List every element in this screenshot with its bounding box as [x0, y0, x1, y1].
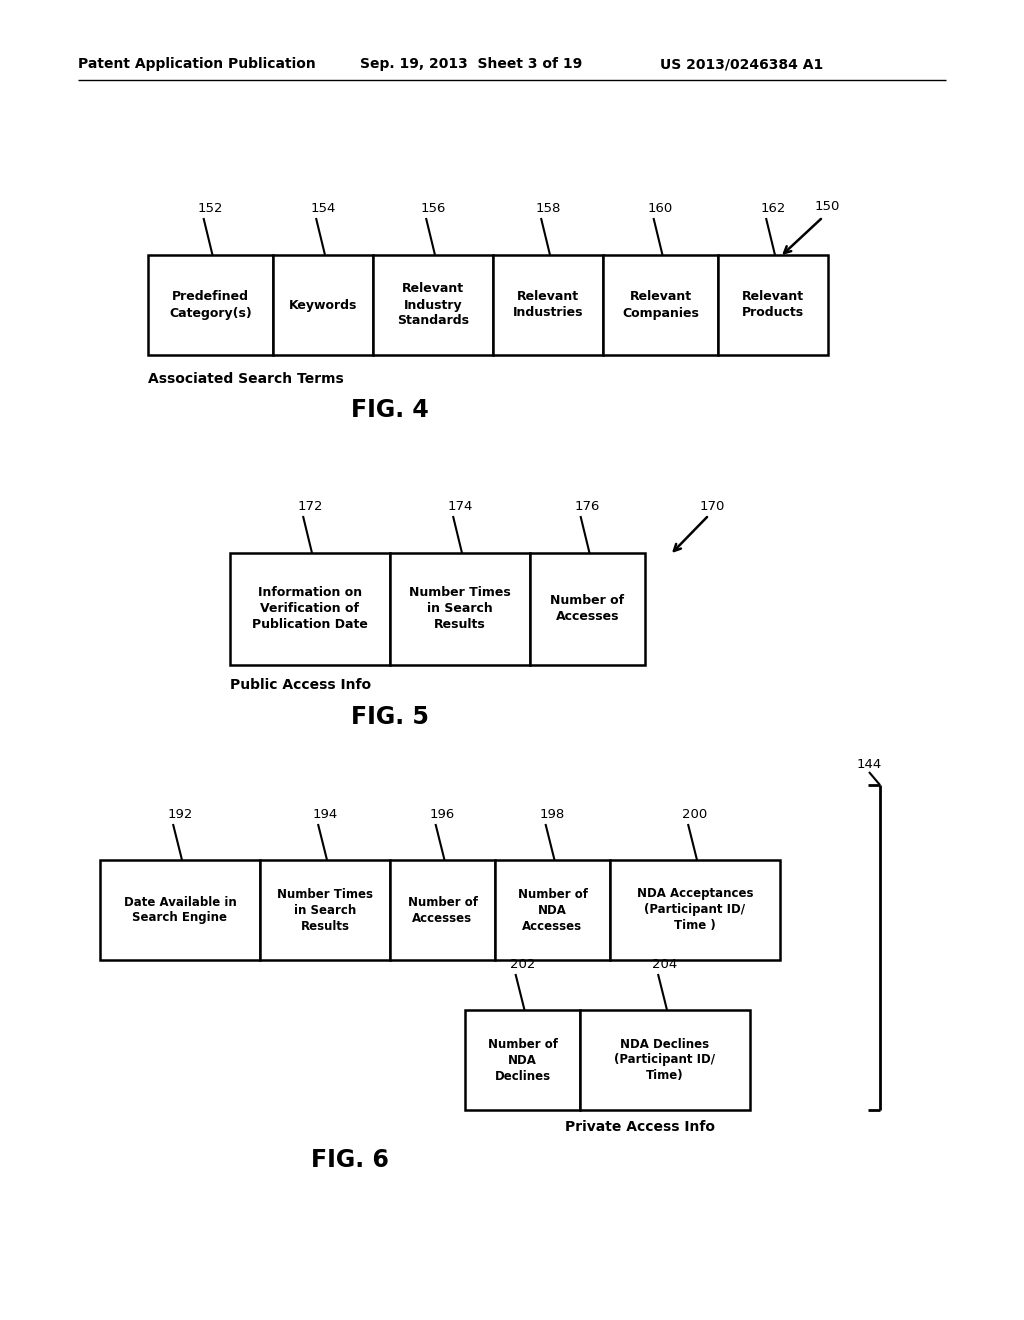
Text: Keywords: Keywords	[289, 298, 357, 312]
Text: Private Access Info: Private Access Info	[565, 1119, 715, 1134]
Bar	[610, 861, 780, 960]
Bar	[230, 553, 390, 665]
Text: 174: 174	[447, 500, 473, 513]
Text: 204: 204	[652, 958, 678, 972]
Text: 170: 170	[700, 500, 725, 513]
Bar	[603, 255, 718, 355]
Text: Predefined
Category(s): Predefined Category(s)	[169, 290, 252, 319]
Text: 198: 198	[540, 808, 565, 821]
Text: Number of
Accesses: Number of Accesses	[551, 594, 625, 623]
Text: Relevant
Industries: Relevant Industries	[513, 290, 584, 319]
Bar	[260, 861, 390, 960]
Text: Relevant
Industry
Standards: Relevant Industry Standards	[397, 282, 469, 327]
Text: 162: 162	[760, 202, 785, 215]
Text: FIG. 4: FIG. 4	[351, 399, 429, 422]
Text: Associated Search Terms: Associated Search Terms	[148, 372, 344, 385]
Text: Date Available in
Search Engine: Date Available in Search Engine	[124, 895, 237, 924]
Text: 200: 200	[682, 808, 708, 821]
Text: 152: 152	[198, 202, 223, 215]
Bar	[390, 553, 530, 665]
Bar	[718, 255, 828, 355]
Text: 144: 144	[856, 758, 882, 771]
Bar	[530, 553, 645, 665]
Text: Number Times
in Search
Results: Number Times in Search Results	[278, 887, 373, 932]
Bar	[580, 1010, 750, 1110]
Text: 158: 158	[536, 202, 561, 215]
Text: 176: 176	[574, 500, 600, 513]
Bar	[148, 255, 273, 355]
Bar	[273, 255, 373, 355]
Text: 194: 194	[312, 808, 338, 821]
Text: NDA Declines
(Participant ID/
Time): NDA Declines (Participant ID/ Time)	[614, 1038, 716, 1082]
Bar	[495, 861, 610, 960]
Bar	[390, 861, 495, 960]
Text: 154: 154	[310, 202, 336, 215]
Text: Patent Application Publication: Patent Application Publication	[78, 57, 315, 71]
Text: 156: 156	[420, 202, 445, 215]
Text: Information on
Verification of
Publication Date: Information on Verification of Publicati…	[252, 586, 368, 631]
Bar	[373, 255, 493, 355]
Text: 196: 196	[430, 808, 455, 821]
Text: 202: 202	[510, 958, 536, 972]
Bar	[465, 1010, 580, 1110]
Text: Number of
Accesses: Number of Accesses	[408, 895, 477, 924]
Text: NDA Acceptances
(Participant ID/
Time ): NDA Acceptances (Participant ID/ Time )	[637, 887, 754, 932]
Bar	[493, 255, 603, 355]
Bar	[100, 861, 260, 960]
Text: Relevant
Companies: Relevant Companies	[622, 290, 699, 319]
Text: Sep. 19, 2013  Sheet 3 of 19: Sep. 19, 2013 Sheet 3 of 19	[360, 57, 583, 71]
Text: Public Access Info: Public Access Info	[230, 678, 371, 692]
Text: FIG. 5: FIG. 5	[351, 705, 429, 729]
Text: Number Times
in Search
Results: Number Times in Search Results	[410, 586, 511, 631]
Text: Number of
NDA
Declines: Number of NDA Declines	[487, 1038, 557, 1082]
Text: 192: 192	[167, 808, 193, 821]
Text: Relevant
Products: Relevant Products	[742, 290, 804, 319]
Text: 160: 160	[648, 202, 673, 215]
Text: FIG. 6: FIG. 6	[311, 1148, 389, 1172]
Text: US 2013/0246384 A1: US 2013/0246384 A1	[660, 57, 823, 71]
Text: 150: 150	[815, 201, 841, 213]
Text: 172: 172	[297, 500, 323, 513]
Text: Number of
NDA
Accesses: Number of NDA Accesses	[517, 887, 588, 932]
